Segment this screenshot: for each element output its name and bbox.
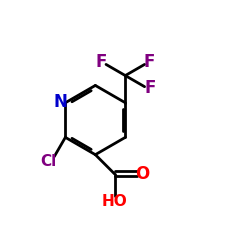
Text: F: F — [144, 54, 155, 72]
Text: O: O — [135, 165, 150, 183]
Text: N: N — [54, 92, 68, 110]
Text: HO: HO — [102, 194, 128, 209]
Text: F: F — [144, 79, 156, 97]
Text: Cl: Cl — [40, 154, 56, 168]
Text: F: F — [96, 54, 107, 72]
